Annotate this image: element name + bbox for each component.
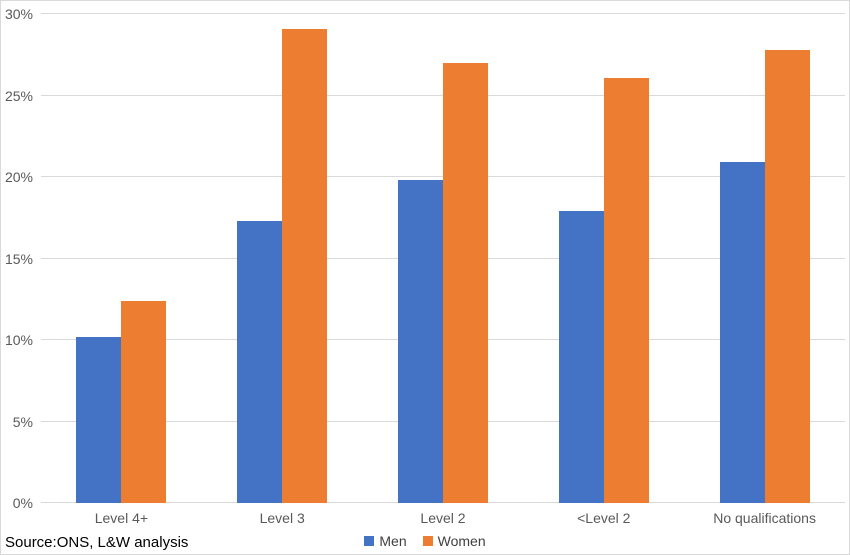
- x-axis-labels: Level 4+ Level 3 Level 2 <Level 2 No qualifi…: [41, 510, 845, 526]
- bars-layer: [41, 14, 845, 503]
- legend-marker-women: [422, 536, 433, 546]
- legend-marker-men: [364, 536, 375, 546]
- source-note: Source:ONS, L&W analysis: [5, 534, 189, 551]
- bar-group-0: [41, 14, 202, 503]
- bar-group-3: [523, 14, 684, 503]
- bar-women-1: [282, 28, 328, 503]
- y-tick-label: 15%: [4, 250, 33, 267]
- bar-women-0: [121, 300, 167, 503]
- bar-men-1: [237, 221, 283, 503]
- legend: Men Women: [1, 534, 849, 548]
- bar-women-4: [764, 49, 810, 503]
- bar-women-2: [442, 62, 488, 503]
- legend-label: Men: [379, 533, 407, 549]
- y-tick-label: 10%: [4, 332, 33, 349]
- y-tick-label: 30%: [4, 6, 33, 22]
- y-tick-label: 0%: [12, 495, 33, 511]
- legend-item-women: Women: [422, 533, 486, 549]
- bar-women-3: [603, 77, 649, 503]
- bar-group-4: [684, 14, 845, 503]
- bar-men-4: [719, 162, 765, 503]
- bar-group-2: [363, 14, 524, 503]
- plot-area: 0% 5% 10% 15% 20% 25% 30% Level 4+ Level 3 Level…: [5, 7, 845, 526]
- y-tick-label: 25%: [4, 87, 33, 104]
- x-category-label: Level 3: [259, 510, 305, 526]
- x-category-label: <Level 2: [577, 510, 631, 526]
- x-category-label: No qualifications: [713, 510, 816, 526]
- legend-label: Women: [437, 533, 486, 549]
- bar-group-1: [202, 14, 363, 503]
- bar-men-3: [558, 211, 604, 503]
- legend-item-men: Men: [364, 533, 407, 549]
- bar-men-2: [397, 180, 443, 503]
- x-category-label: Level 4+: [94, 510, 149, 526]
- y-tick-label: 20%: [4, 169, 33, 186]
- gridline: [41, 13, 845, 14]
- bar-men-0: [76, 336, 122, 503]
- y-tick-label: 5%: [12, 413, 33, 430]
- x-category-label: Level 2: [420, 510, 466, 526]
